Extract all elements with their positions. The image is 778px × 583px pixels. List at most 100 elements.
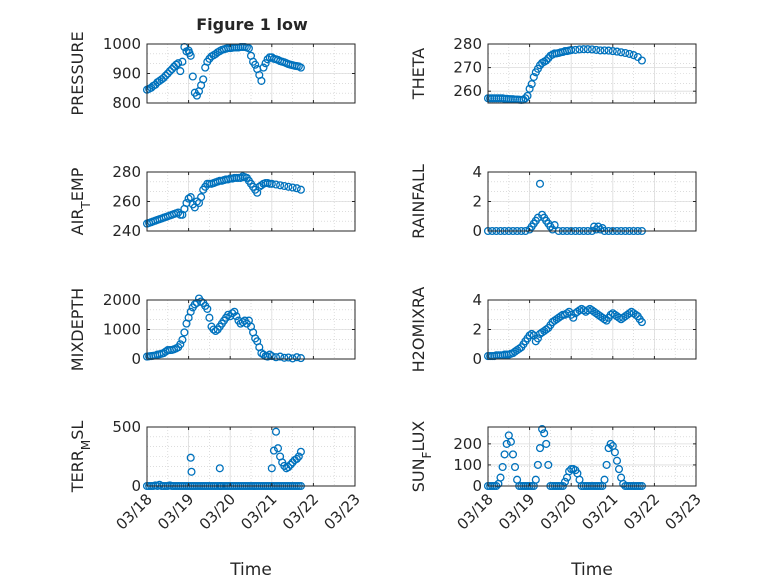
y-axis-label: RAINFALL bbox=[409, 164, 428, 239]
data-point bbox=[587, 45, 597, 54]
data-point bbox=[188, 72, 197, 81]
data-point bbox=[286, 460, 295, 469]
y-tick-label: 2000 bbox=[103, 291, 141, 309]
data-point bbox=[197, 297, 206, 306]
x-tick-label: 03/21 bbox=[237, 490, 280, 533]
data-point bbox=[284, 353, 293, 362]
data-point bbox=[617, 48, 626, 57]
y-tick-label: 0 bbox=[472, 477, 482, 495]
data-point bbox=[571, 45, 580, 54]
y-axis-label: THETA bbox=[409, 48, 428, 100]
data-point bbox=[230, 307, 239, 316]
data-point bbox=[187, 467, 196, 476]
y-tick-label: 260 bbox=[453, 82, 482, 100]
data-point bbox=[288, 354, 297, 363]
data-point bbox=[180, 328, 189, 337]
y-axis-label: SUNFLUX bbox=[409, 421, 434, 493]
data-point bbox=[263, 352, 272, 361]
y-tick-label: 900 bbox=[112, 65, 141, 83]
data-point bbox=[190, 300, 199, 309]
data-point bbox=[280, 181, 289, 191]
x-axis-label: Time bbox=[570, 560, 613, 580]
data-point bbox=[178, 57, 187, 66]
data-point bbox=[604, 46, 613, 55]
data-point bbox=[608, 47, 617, 56]
data-point bbox=[192, 197, 201, 206]
y-tick-label: 0 bbox=[131, 350, 141, 368]
data-point bbox=[527, 80, 536, 89]
data-point bbox=[631, 310, 640, 319]
subplot-6: 0 2 4 H2OMIXRA bbox=[409, 287, 697, 373]
data-point bbox=[506, 437, 515, 446]
y-tick-label: 280 bbox=[112, 163, 141, 181]
data-point bbox=[257, 76, 266, 85]
axes-box bbox=[487, 426, 697, 487]
x-tick-label: 03/21 bbox=[578, 490, 621, 533]
data-point bbox=[521, 94, 530, 103]
data-point bbox=[267, 464, 276, 473]
data-point bbox=[604, 444, 613, 453]
figure-title: Figure 1 low bbox=[196, 15, 308, 34]
y-axis-label: AIRTEMP bbox=[68, 167, 93, 235]
y-axis-label: PRESSURE bbox=[68, 31, 87, 115]
data-point bbox=[215, 464, 224, 473]
x-axis-label: Time bbox=[229, 560, 272, 580]
y-tick-label: 800 bbox=[112, 94, 141, 112]
data-point bbox=[261, 59, 270, 68]
data-point bbox=[538, 425, 547, 434]
data-point bbox=[288, 183, 297, 192]
data-point bbox=[159, 73, 168, 82]
data-point bbox=[527, 329, 536, 338]
axes-box bbox=[487, 43, 697, 104]
data-point bbox=[186, 307, 195, 316]
data-point bbox=[525, 331, 534, 340]
data-point bbox=[575, 45, 584, 54]
data-point bbox=[184, 194, 193, 203]
data-point bbox=[523, 91, 532, 100]
x-tick-label: 03/19 bbox=[154, 490, 197, 533]
data-point bbox=[276, 352, 285, 361]
data-point bbox=[273, 444, 283, 453]
data-point bbox=[205, 313, 214, 322]
data-point bbox=[163, 69, 172, 78]
data-point bbox=[186, 193, 195, 202]
data-point bbox=[192, 91, 201, 100]
axes-box bbox=[146, 426, 356, 487]
data-point bbox=[172, 60, 181, 69]
y-tick-label: 0 bbox=[131, 477, 141, 495]
data-point bbox=[498, 462, 507, 472]
subplot-4: 0 2 4 RAINFALL bbox=[409, 163, 697, 240]
data-point bbox=[296, 63, 305, 72]
data-point bbox=[510, 462, 520, 472]
x-tick-label: 03/19 bbox=[495, 490, 538, 533]
data-point bbox=[560, 477, 570, 486]
data-point bbox=[625, 49, 634, 58]
data-point bbox=[612, 47, 622, 56]
y-tick-label: 100 bbox=[453, 456, 482, 474]
data-point bbox=[496, 473, 505, 482]
y-tick-label: 0 bbox=[472, 350, 482, 368]
data-point bbox=[612, 456, 622, 465]
data-point bbox=[542, 56, 551, 65]
data-point bbox=[614, 465, 624, 474]
data-point bbox=[167, 65, 177, 74]
y-tick-label: 200 bbox=[453, 435, 482, 453]
data-point bbox=[569, 313, 578, 322]
data-point bbox=[535, 444, 545, 453]
data-point bbox=[176, 340, 185, 349]
data-point bbox=[267, 179, 276, 188]
data-point bbox=[269, 446, 278, 455]
x-tick-label: 03/23 bbox=[321, 490, 364, 533]
data-point bbox=[271, 180, 281, 189]
data-point bbox=[629, 51, 638, 60]
data-point bbox=[544, 460, 553, 469]
data-point bbox=[600, 315, 609, 324]
y-axis-label: H2OMIXRA bbox=[409, 287, 428, 373]
data-point bbox=[224, 310, 233, 319]
data-point bbox=[542, 325, 551, 334]
data-point bbox=[244, 44, 253, 53]
